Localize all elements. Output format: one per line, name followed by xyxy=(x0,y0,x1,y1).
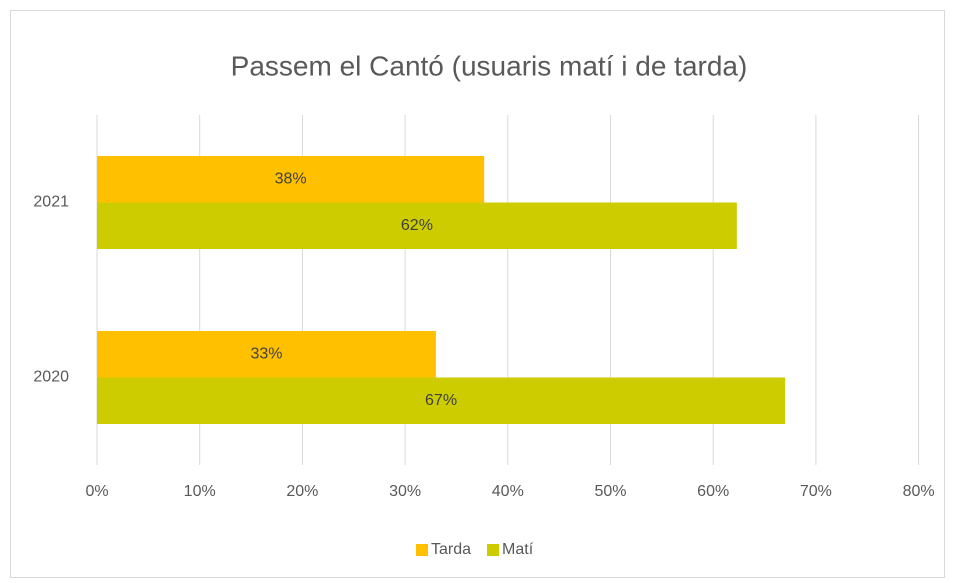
legend-swatch xyxy=(487,544,500,556)
x-tick-label: 20% xyxy=(286,483,318,500)
y-tick-label: 2021 xyxy=(33,194,69,211)
x-tick-label: 10% xyxy=(184,483,216,500)
bar xyxy=(97,331,436,378)
x-tick-label: 50% xyxy=(594,483,626,500)
x-tick-label: 60% xyxy=(697,483,729,500)
bar xyxy=(97,156,485,203)
chart-title: Passem el Cantó (usuaris matí i de tarda… xyxy=(231,50,748,81)
bar xyxy=(97,202,737,249)
y-tick-label: 2020 xyxy=(33,369,69,386)
bar xyxy=(97,377,786,424)
x-tick-label: 0% xyxy=(85,483,108,500)
x-tick-label: 40% xyxy=(492,483,524,500)
x-tick-label: 80% xyxy=(903,483,935,500)
legend-label: Tarda xyxy=(431,541,471,558)
x-tick-label: 30% xyxy=(389,483,421,500)
data-label: 67% xyxy=(425,392,457,409)
data-label: 38% xyxy=(275,170,307,187)
chart-border xyxy=(10,10,945,578)
data-label: 33% xyxy=(250,345,282,362)
legend-label: Matí xyxy=(502,541,534,558)
x-tick-label: 70% xyxy=(800,483,832,500)
legend-swatch xyxy=(416,544,428,556)
data-label: 62% xyxy=(401,217,433,234)
